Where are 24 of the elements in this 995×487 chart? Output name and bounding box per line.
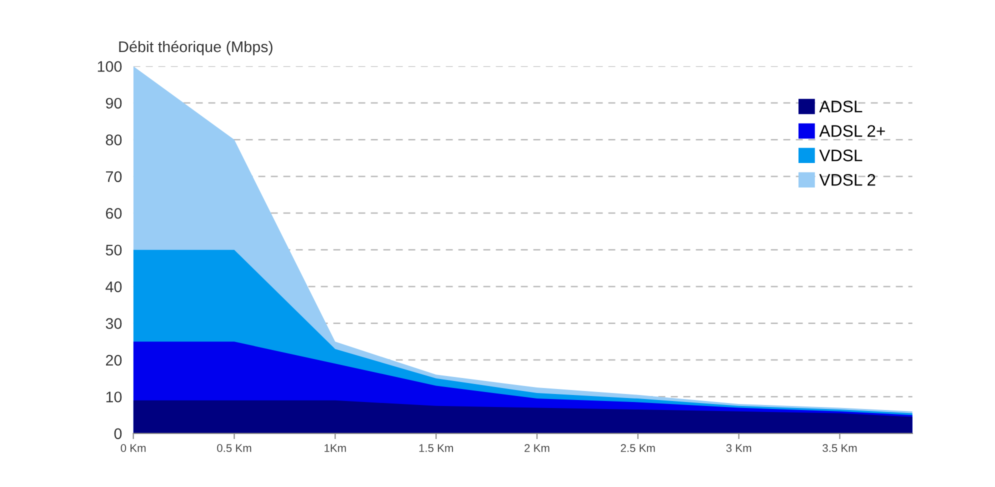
x-tick-label: 1Km	[324, 444, 346, 452]
y-tick-label: 100	[98, 61, 122, 72]
x-tick-label: 0.5 Km	[217, 444, 252, 452]
y-tick-label: 60	[106, 208, 122, 219]
y-tick-label: 80	[106, 134, 122, 146]
y-tick-label: 20	[106, 354, 122, 366]
legend-label: ADSL 2+	[819, 125, 885, 137]
y-tick-label: 40	[106, 281, 122, 292]
y-tick-label: 50	[106, 244, 122, 256]
x-tick-label: 2.5 Km	[620, 444, 655, 452]
x-tick-label: 2 Km	[524, 444, 550, 452]
x-tick-label: 3.5 Km	[822, 444, 857, 452]
y-axis-title: Débit théorique (Mbps)	[119, 40, 272, 56]
x-tick-label: 3 Km	[726, 444, 752, 452]
y-tick-label: 10	[106, 392, 122, 402]
y-tick-label: 30	[106, 318, 122, 329]
x-tick-label: 1.5 Km	[419, 444, 453, 452]
legend-label: VDSL 2	[819, 174, 876, 186]
x-tick-label: 0 Km	[120, 444, 146, 452]
y-tick-label: 0	[114, 428, 122, 440]
legend-label: ADSL	[819, 100, 862, 112]
y-tick-label: 90	[106, 98, 122, 109]
y-tick-label: 70	[106, 171, 122, 182]
legend-label: VDSL	[819, 150, 862, 162]
